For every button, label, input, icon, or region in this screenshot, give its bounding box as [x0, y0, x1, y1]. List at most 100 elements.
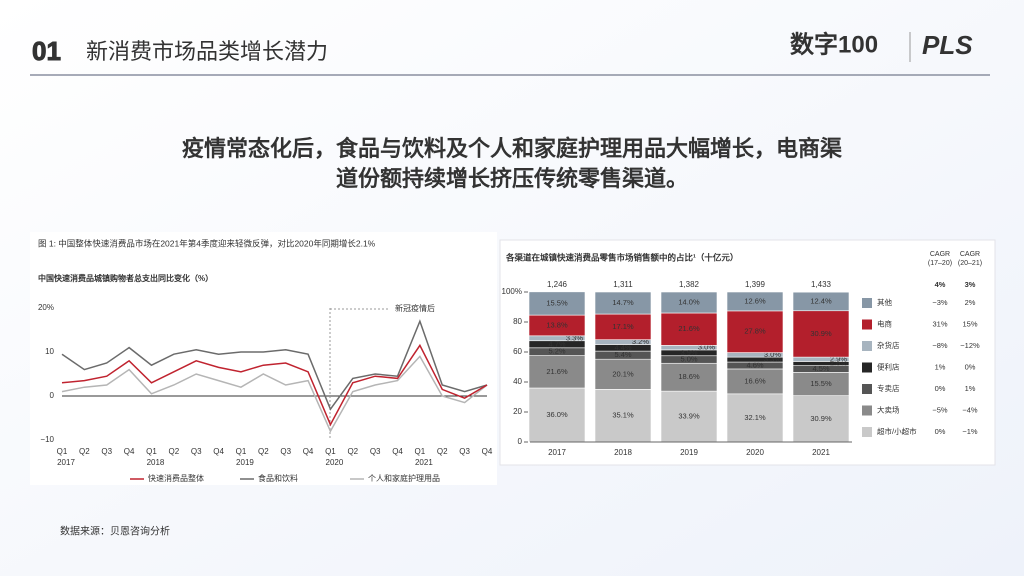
source: 数据来源：贝恩咨询分析 — [60, 525, 170, 538]
line-series — [61, 343, 488, 427]
chart-title: 各渠道在城镇快速消费品零售市场销售额中的占比¹（十亿元） — [505, 252, 738, 262]
legend-label: 便利店 — [877, 361, 900, 371]
cagr-value: 1% — [965, 384, 976, 393]
legend-swatch — [862, 405, 872, 416]
value-label: 35.1% — [612, 411, 634, 420]
bar-segment — [660, 390, 718, 443]
value-label: 3.9% — [680, 348, 697, 357]
value-label: 30.9% — [810, 329, 832, 338]
cagr-header: CAGR — [930, 251, 950, 258]
legend-swatch — [862, 384, 872, 394]
x-tick-label: Q3 — [101, 447, 112, 456]
value-label: 4.6% — [746, 360, 763, 369]
cagr-value: 1% — [935, 362, 946, 371]
value-label: 13.8% — [546, 320, 568, 329]
x-tick-label: Q1 — [236, 447, 247, 456]
value-label: 4.4% — [614, 343, 631, 352]
value-label: 5.4% — [614, 350, 631, 359]
cagr-value: −3% — [932, 298, 948, 307]
value-label: 2.8% — [830, 359, 847, 368]
value-label: 4.5% — [812, 364, 829, 373]
x-tick-label: Q1 — [57, 447, 68, 456]
annotation: 新冠疫情后 — [395, 303, 435, 313]
bar-segment — [660, 362, 718, 392]
legend-swatch — [862, 298, 872, 308]
x-tick-label: Q4 — [124, 447, 135, 456]
x-tick-label: Q2 — [169, 447, 180, 456]
headline: 疫情常态化后，食品与饮料及个人和家庭护理用品大幅增长，电商渠 — [182, 136, 842, 161]
y-tick-label: 60 — [513, 347, 522, 356]
value-label: 2.9% — [830, 354, 847, 363]
x-tick-label: Q1 — [325, 447, 336, 456]
legend-label: 超市/小超市 — [877, 426, 917, 436]
cagr-value: −5% — [932, 405, 948, 414]
legend-label: 快速消费品整体 — [148, 473, 204, 483]
value-label: 4.7% — [548, 339, 565, 348]
x-tick-label: Q2 — [347, 447, 358, 456]
year-label: 2018 — [147, 458, 165, 467]
value-label: 14.0% — [678, 297, 700, 306]
cagr-total: 3% — [965, 280, 976, 289]
bar-segment — [792, 310, 850, 358]
cagr-total: 4% — [935, 280, 946, 289]
cagr-value: 0% — [965, 362, 976, 371]
cagr-header: CAGR — [960, 251, 980, 258]
x-tick-label: Q1 — [146, 447, 157, 456]
legend-swatch — [862, 362, 872, 373]
logo2: PLS — [922, 30, 973, 60]
bar-segment — [528, 387, 586, 443]
cagr-header: (20–21) — [958, 260, 982, 267]
x-tick-label: Q4 — [392, 447, 403, 456]
value-label: 17.1% — [612, 322, 634, 331]
x-tick-label: Q3 — [191, 447, 202, 456]
year-label: 2017 — [57, 458, 75, 467]
y-tick-label: 20 — [513, 407, 522, 416]
x-tick-label: Q3 — [459, 447, 470, 456]
cagr-value: −1% — [962, 427, 978, 436]
section-number: 01 — [32, 36, 61, 66]
bar-segment — [792, 291, 850, 312]
chart-title: 图 1: 中国整体快速消费品市场在2021年第4季度迎来轻微反弹，对比2020年… — [38, 238, 376, 248]
bar-segment — [726, 368, 784, 395]
bar-segment — [660, 312, 718, 346]
y-tick-label: 0 — [50, 391, 55, 400]
chart-subtitle: 中国快速消费品城镇购物者总支出同比变化（%） — [38, 273, 213, 283]
value-label: 20.1% — [612, 369, 634, 378]
legend-swatch — [862, 341, 872, 351]
year-label: 2021 — [415, 458, 433, 467]
x-tick-label: 2018 — [614, 448, 632, 457]
x-tick-label: Q1 — [415, 447, 426, 456]
cagr-value: −12% — [960, 341, 980, 350]
value-label: 15.5% — [810, 379, 832, 388]
legend-label: 其他 — [877, 297, 892, 307]
cagr-value: 2% — [965, 298, 976, 307]
y-tick-label: 40 — [513, 377, 522, 386]
value-label: 3.3% — [566, 333, 583, 342]
bar-segment — [594, 313, 652, 340]
legend-swatch — [862, 427, 872, 437]
cagr-value: 31% — [932, 319, 947, 328]
bar-segment — [528, 291, 586, 316]
legend-label: 大卖场 — [877, 404, 900, 414]
legend-swatch — [862, 319, 872, 330]
value-label: 27.8% — [744, 327, 766, 336]
headline: 道份额持续增长挤压传统零售渠道。 — [336, 166, 688, 191]
legend-label: 电商 — [877, 318, 892, 328]
total-label: 1,433 — [811, 280, 832, 289]
value-label: 15.5% — [546, 298, 568, 307]
x-tick-label: Q3 — [280, 447, 291, 456]
x-tick-label: Q2 — [437, 447, 448, 456]
bar-segment — [792, 395, 850, 443]
value-label: 12.6% — [744, 296, 766, 305]
value-label: 21.6% — [546, 367, 568, 376]
year-label: 2019 — [236, 458, 254, 467]
value-label: 3.0% — [764, 350, 781, 359]
section-title: 新消费市场品类增长潜力 — [86, 39, 328, 64]
total-label: 1,246 — [547, 280, 568, 289]
x-tick-label: Q2 — [79, 447, 90, 456]
value-label: 5.2% — [548, 347, 565, 356]
value-label: 32.1% — [744, 413, 766, 422]
y-tick-label: 100% — [502, 287, 522, 296]
x-tick-label: Q3 — [370, 447, 381, 456]
